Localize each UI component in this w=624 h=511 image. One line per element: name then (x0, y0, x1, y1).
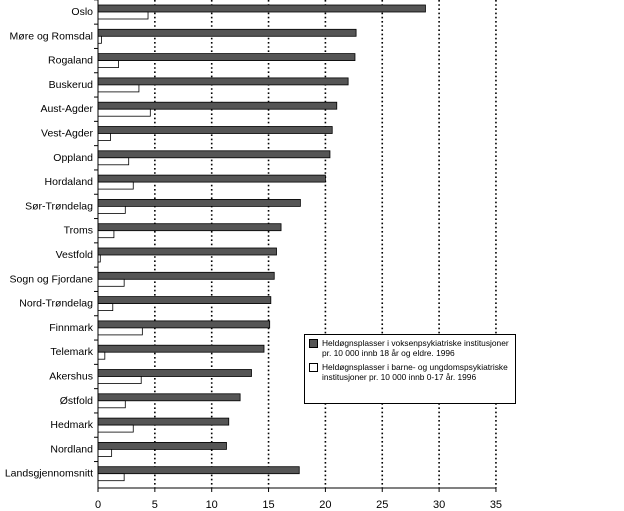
x-tick-label-5: 5 (152, 499, 158, 511)
bar-adult-finnmark (97, 320, 271, 329)
gridlines (154, 0, 497, 488)
bar-adult-oslo (97, 4, 426, 13)
legend-label-adult-line1: Heldøgnsplasser i voksenpsykiatriske ins… (322, 338, 509, 348)
bar-adult-hordaland (97, 174, 326, 183)
x-tick-label-10: 10 (206, 499, 218, 511)
bar-adult-nord-trondelag (97, 296, 272, 305)
bar-adult-vest-agder (97, 126, 333, 134)
legend-swatch-youth (309, 363, 318, 372)
category-label-telemark: Telemark (50, 346, 93, 358)
x-tick-label-25: 25 (376, 499, 388, 511)
category-label-vest-agder: Vest-Agder (41, 128, 93, 140)
bar-adult-ostfold (97, 393, 241, 402)
category-label-hordaland: Hordaland (45, 176, 94, 188)
bar-youth-sor-trondelag (97, 205, 126, 214)
bar-youth-nord-trondelag (97, 303, 114, 312)
bar-youth-vest-agder (97, 133, 111, 141)
x-tick-label-30: 30 (433, 499, 445, 511)
bar-youth-oslo (97, 11, 149, 20)
category-label-finnmark: Finnmark (49, 322, 94, 334)
x-tick-labels: 0 5 10 15 20 25 30 35 (95, 488, 502, 511)
bar-adult-aust-agder (97, 101, 338, 110)
bar-youth-more-og-romsdal (97, 35, 102, 44)
bar-adult-troms (97, 223, 282, 232)
legend-label-adult: Heldøgnsplasser i voksenpsykiatriske ins… (322, 338, 509, 358)
bar-adult-sor-trondelag (97, 198, 301, 207)
category-label-sor-trondelag: Sør-Trøndelag (25, 200, 93, 212)
bar-adult-landsgjennomsnitt (97, 466, 300, 475)
bar-youth-hordaland (97, 181, 134, 190)
category-label-oslo: Oslo (71, 6, 93, 18)
legend: Heldøgnsplasser i voksenpsykiatriske ins… (304, 334, 516, 404)
category-label-buskerud: Buskerud (49, 79, 94, 91)
bars (97, 4, 426, 482)
bar-youth-aust-agder (97, 108, 151, 117)
legend-label-youth: Heldøgnsplasser i barne- og ungdomspsyki… (322, 362, 508, 382)
x-tick-label-15: 15 (262, 499, 274, 511)
legend-entry-adult: Heldøgnsplasser i voksenpsykiatriske ins… (309, 338, 511, 358)
bar-adult-telemark (97, 344, 265, 353)
bar-youth-sogn-og-fjordane (97, 278, 125, 287)
category-label-oppland: Oppland (53, 152, 93, 164)
bar-adult-rogaland (97, 53, 356, 61)
category-label-nord-trondelag: Nord-Trøndelag (19, 298, 93, 310)
bar-adult-akershus (97, 369, 252, 377)
category-label-more-og-romsdal: Møre og Romsdal (10, 30, 93, 42)
bar-youth-hedmark (97, 424, 134, 433)
category-label-vestfold: Vestfold (56, 249, 94, 261)
x-tick-label-20: 20 (319, 499, 331, 511)
bar-youth-ostfold (97, 400, 126, 409)
legend-swatch-adult (309, 339, 318, 348)
category-label-landsgjennomsnitt: Landsgjennomsnitt (5, 468, 93, 480)
bar-youth-oppland (97, 157, 130, 166)
bar-adult-oppland (97, 150, 331, 159)
bar-youth-rogaland (97, 60, 119, 68)
x-tick-label-35: 35 (490, 499, 502, 511)
bar-adult-more-og-romsdal (97, 28, 357, 37)
bar-youth-buskerud (97, 84, 140, 93)
bar-youth-nordland (97, 448, 113, 457)
bar-adult-buskerud (97, 77, 349, 86)
legend-entry-youth: Heldøgnsplasser i barne- og ungdomspsyki… (309, 362, 511, 382)
bar-youth-telemark (97, 351, 106, 360)
category-labels: Oslo Møre og Romsdal Rogaland Buskerud Aust-… (5, 0, 98, 480)
category-label-aust-agder: Aust-Agder (40, 103, 93, 115)
bar-youth-akershus (97, 376, 142, 384)
bar-youth-landsgjennomsnitt (97, 473, 125, 482)
bar-adult-vestfold (97, 247, 277, 256)
legend-label-youth-line2: institusjoner pr. 10 000 innb 0-17 år. 1… (322, 372, 477, 382)
bar-youth-finnmark (97, 327, 143, 336)
bar-adult-nordland (97, 441, 227, 450)
legend-label-adult-line2: pr. 10 000 innb 18 år og eldre. 1996 (322, 348, 455, 358)
category-label-ostfold: Østfold (60, 395, 93, 407)
legend-label-youth-line1: Heldøgnsplasser i barne- og ungdomspsyki… (322, 362, 508, 372)
bar-adult-hedmark (97, 417, 230, 426)
category-label-rogaland: Rogaland (48, 55, 93, 67)
category-label-troms: Troms (64, 225, 93, 237)
bar-youth-troms (97, 230, 115, 239)
x-tick-label-0: 0 (95, 499, 101, 511)
category-label-hedmark: Hedmark (50, 419, 93, 431)
category-label-akershus: Akershus (49, 371, 93, 383)
bar-adult-sogn-og-fjordane (97, 271, 275, 280)
category-label-nordland: Nordland (50, 443, 93, 455)
category-label-sogn-og-fjordane: Sogn og Fjordane (10, 273, 94, 285)
